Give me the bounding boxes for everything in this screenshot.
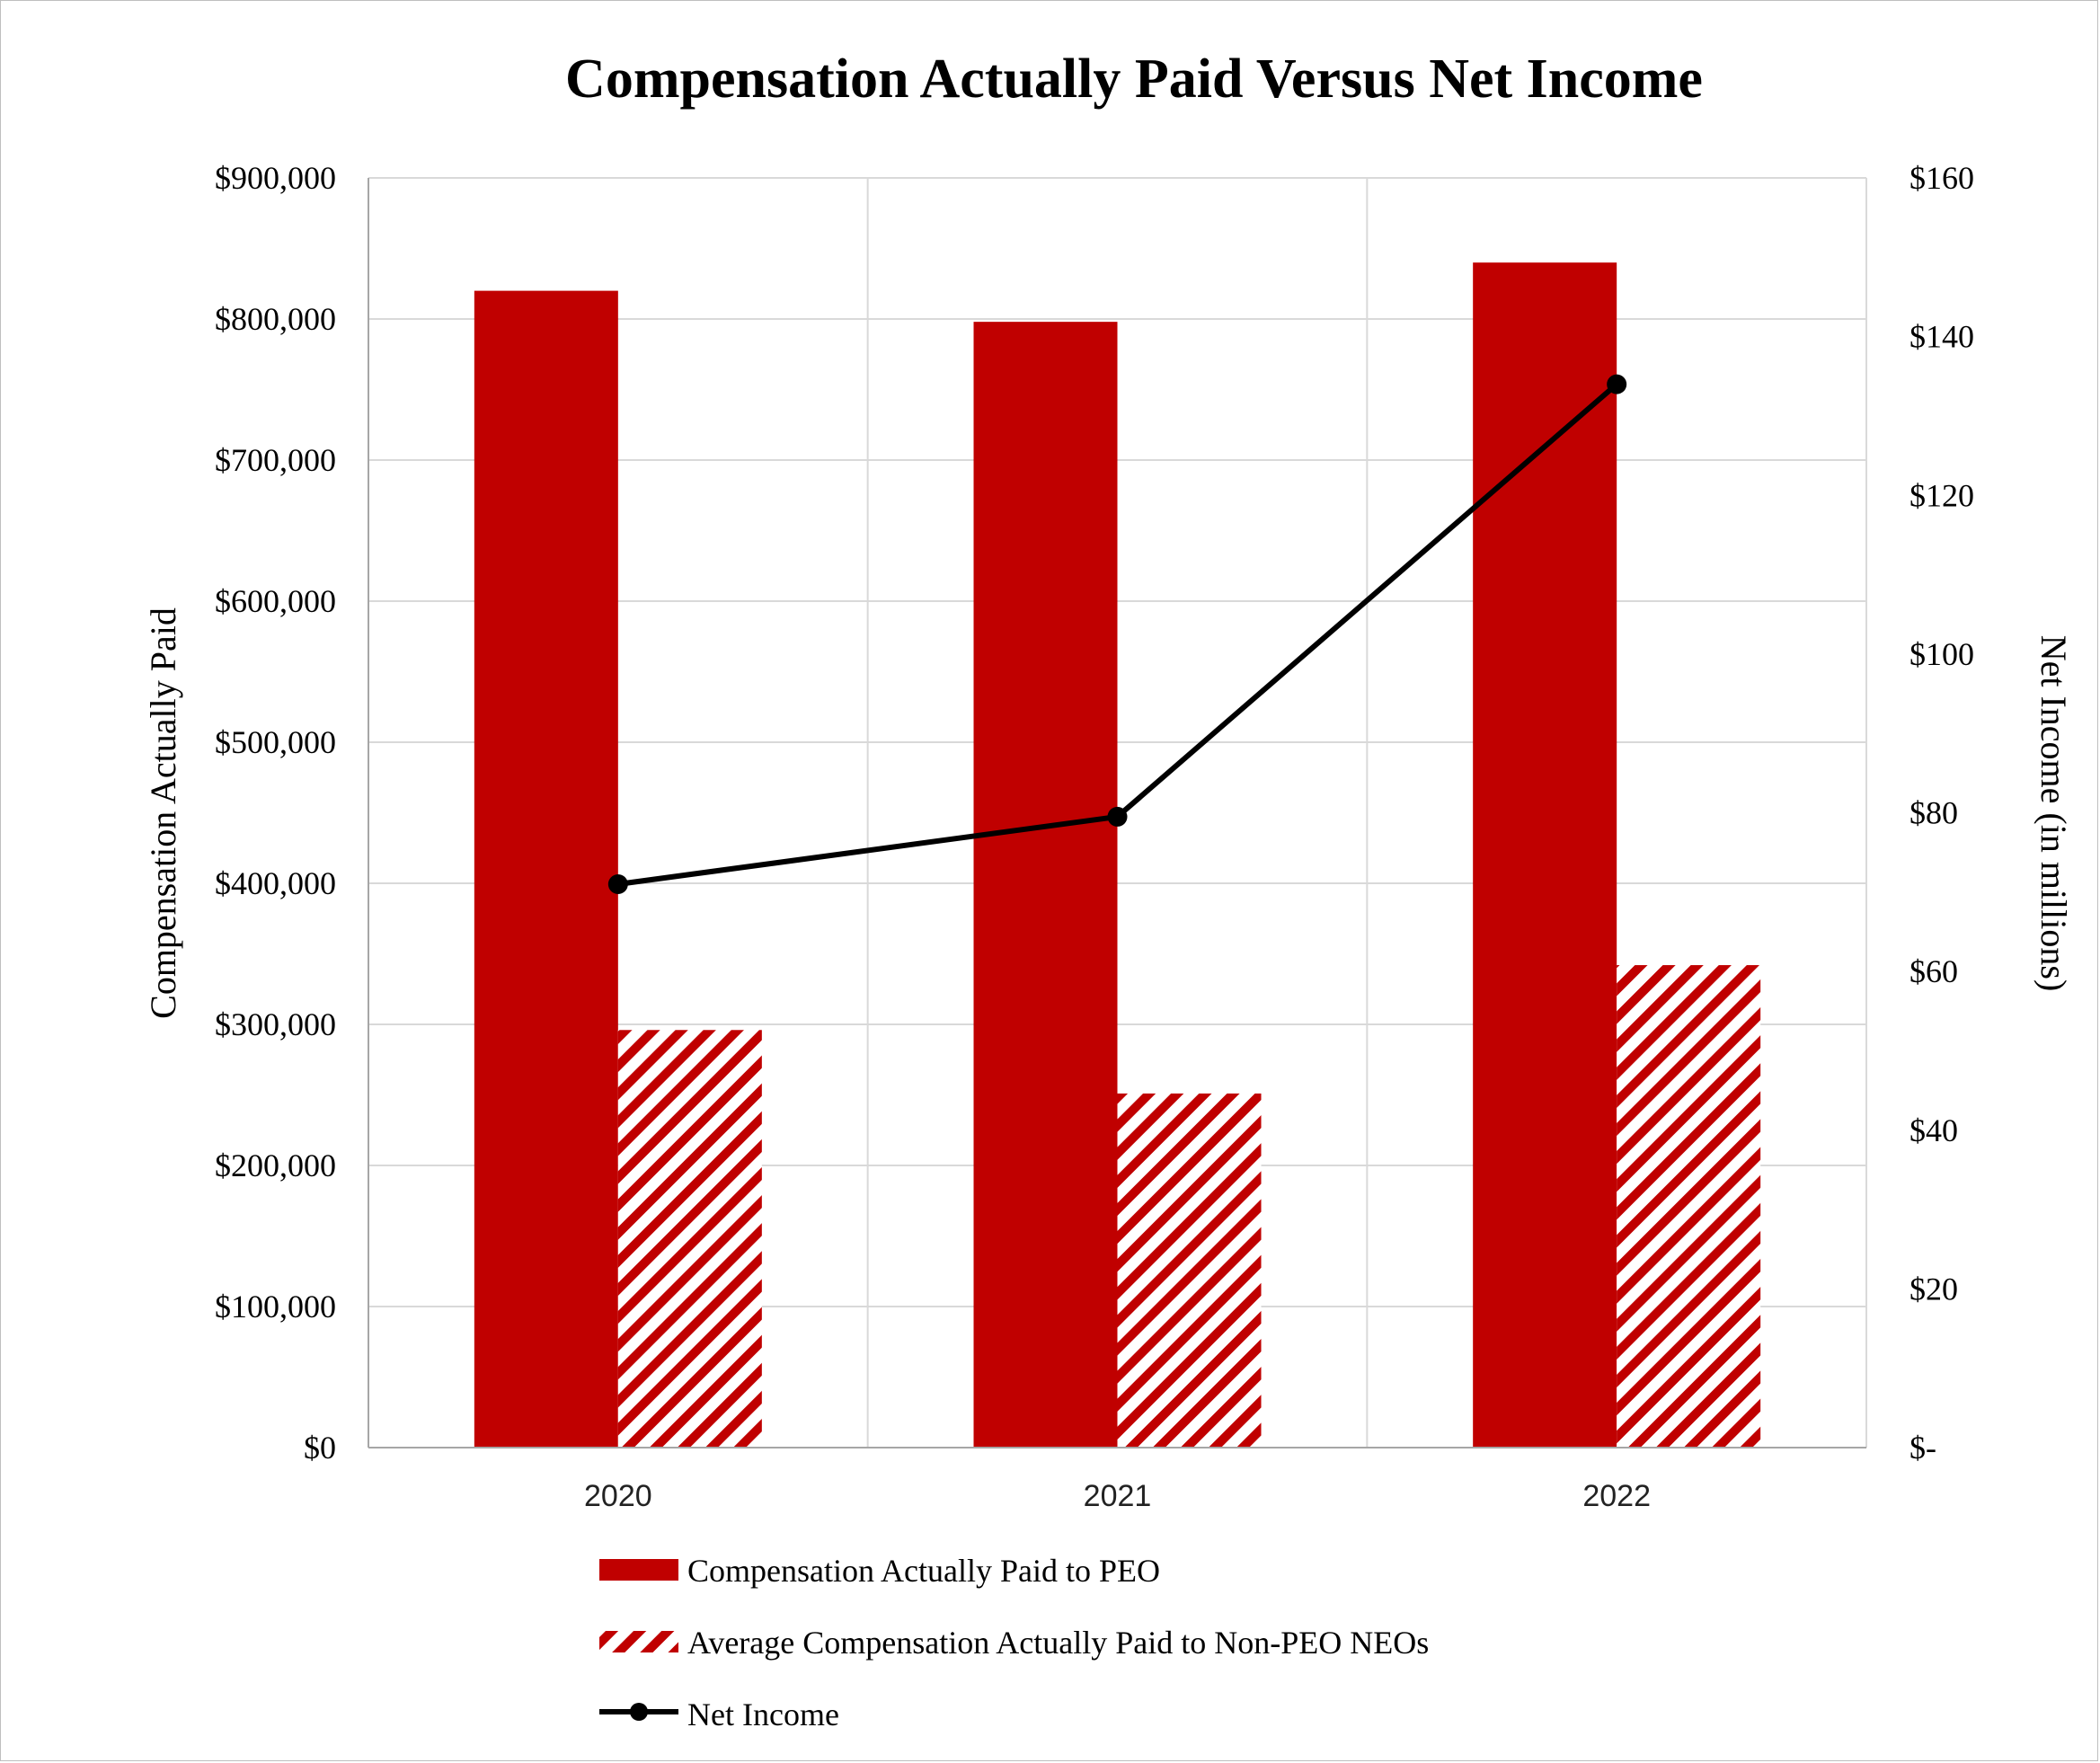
legend-label-non-peo: Average Compensation Actually Paid to No… <box>687 1625 1429 1661</box>
left-tick-label: $500,000 <box>215 724 336 760</box>
chart-title: Compensation Actually Paid Versus Net In… <box>565 49 1703 110</box>
right-tick-label: $120 <box>1909 477 1974 513</box>
bar-peo-2022 <box>1473 262 1617 1448</box>
x-axis-ticks: 2020 2021 2022 <box>584 1479 1651 1513</box>
bar-peo-2021 <box>973 322 1118 1448</box>
left-tick-label: $300,000 <box>215 1006 336 1042</box>
net-income-line-group <box>607 374 1627 894</box>
right-tick-label: $140 <box>1909 319 1974 355</box>
net-income-point-2021 <box>1107 806 1128 827</box>
left-tick-label: $700,000 <box>215 442 336 478</box>
bar-non-peo-2021 <box>1117 1093 1262 1448</box>
left-axis-ticks: $0 $100,000 $200,000 $300,000 $400,000 $500,0… <box>215 160 336 1466</box>
legend: Compensation Actually Paid to PEO Averag… <box>599 1553 1429 1732</box>
right-axis-label: Net Income (in millions) <box>2034 635 2074 992</box>
left-tick-label: $100,000 <box>215 1289 336 1324</box>
x-tick-label: 2021 <box>1084 1479 1152 1513</box>
net-income-point-2020 <box>607 873 628 894</box>
right-axis-ticks: $- $20 $40 $60 $80 $100 $120 $140 $160 <box>1909 160 1974 1466</box>
legend-label-peo: Compensation Actually Paid to PEO <box>687 1553 1160 1589</box>
left-axis-label: Compensation Actually Paid <box>143 607 183 1019</box>
left-tick-label: $600,000 <box>215 583 336 619</box>
legend-label-net-income: Net Income <box>687 1697 839 1732</box>
right-tick-label: $20 <box>1909 1271 1958 1307</box>
left-tick-label: $200,000 <box>215 1147 336 1183</box>
left-tick-label: $900,000 <box>215 160 336 196</box>
bar-non-peo-2022 <box>1617 965 1761 1448</box>
legend-swatch-peo <box>599 1559 678 1581</box>
right-tick-label: $60 <box>1909 953 1958 989</box>
axes <box>368 178 1866 1448</box>
bar-non-peo-2020 <box>617 1030 762 1448</box>
x-tick-label: 2022 <box>1582 1479 1651 1513</box>
legend-swatch-net-income-marker <box>630 1703 648 1721</box>
left-tick-label: $0 <box>304 1430 336 1466</box>
x-tick-label: 2020 <box>584 1479 652 1513</box>
bar-peo-2020 <box>474 290 618 1448</box>
net-income-point-2022 <box>1607 374 1627 394</box>
right-tick-label: $80 <box>1909 795 1958 831</box>
right-tick-label: $40 <box>1909 1112 1958 1148</box>
left-tick-label: $800,000 <box>215 301 336 337</box>
legend-swatch-non-peo <box>599 1631 678 1652</box>
right-tick-label: $- <box>1909 1430 1936 1466</box>
bars <box>474 262 1761 1448</box>
right-tick-label: $160 <box>1909 160 1974 196</box>
right-tick-label: $100 <box>1909 636 1974 672</box>
left-tick-label: $400,000 <box>215 865 336 901</box>
